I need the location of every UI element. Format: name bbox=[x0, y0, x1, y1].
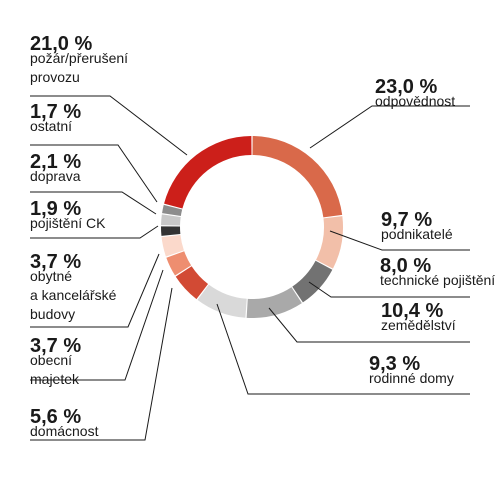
value-label-ostatni: 1,7 % bbox=[30, 101, 81, 123]
label-rodinne-domy: 9,3 %rodinné domy bbox=[216, 303, 470, 395]
value-label-technicke-pojisteni: 8,0 % bbox=[380, 255, 431, 277]
category-label-pozar-preruseni-provozu: požár/přerušení bbox=[30, 50, 128, 66]
category-label-obytne-a-kancelarske-budovy: a kancelářské bbox=[30, 287, 117, 303]
category-label-domacnost: domácnost bbox=[30, 423, 99, 439]
leader-line-obytne-a-kancelarske-budovy bbox=[30, 253, 160, 328]
slice-pozar-preruseni-provozu bbox=[164, 136, 252, 209]
value-label-rodinne-domy: 9,3 % bbox=[369, 353, 420, 375]
label-pojisteni-ck: 1,9 %pojištění CK bbox=[30, 198, 159, 239]
label-ostatni: 1,7 %ostatní bbox=[30, 101, 158, 203]
label-doprava: 2,1 %doprava bbox=[30, 151, 157, 215]
value-label-obecni-majetek: 3,7 % bbox=[30, 335, 81, 357]
value-label-odpovednost: 23,0 % bbox=[375, 76, 437, 98]
category-label-obytne-a-kancelarske-budovy: obytné bbox=[30, 268, 72, 284]
category-label-zemedelstvi: zemědělství bbox=[381, 317, 456, 333]
leader-line-domacnost bbox=[30, 287, 173, 441]
leader-line-technicke-pojisteni bbox=[308, 281, 470, 298]
leader-line-pojisteni-ck bbox=[30, 225, 159, 239]
value-label-doprava: 2,1 % bbox=[30, 151, 81, 173]
slice-odpovednost bbox=[252, 136, 343, 218]
label-podnikatele: 9,7 %podnikatelé bbox=[329, 209, 470, 251]
category-label-pozar-preruseni-provozu: provozu bbox=[30, 69, 80, 85]
value-label-podnikatele: 9,7 % bbox=[381, 209, 432, 231]
slice-obecni-majetek bbox=[166, 251, 192, 276]
slice-rodinne-domy bbox=[197, 284, 247, 318]
slice-obytne-a-kancelarske-budovy bbox=[161, 235, 184, 257]
leader-line-pozar-preruseni-provozu bbox=[30, 95, 188, 156]
category-label-odpovednost: odpovědnost bbox=[375, 93, 455, 109]
leader-line-podnikatele bbox=[329, 230, 470, 251]
slice-doprava bbox=[161, 214, 181, 226]
value-label-pozar-preruseni-provozu: 21,0 % bbox=[30, 33, 92, 55]
donut-slices bbox=[161, 136, 343, 318]
value-label-obytne-a-kancelarske-budovy: 3,7 % bbox=[30, 251, 81, 273]
category-label-obecni-majetek: obecní bbox=[30, 352, 72, 368]
slice-ostatni bbox=[162, 204, 183, 217]
slice-pojisteni-ck bbox=[161, 226, 181, 236]
slice-zemedelstvi bbox=[246, 287, 302, 318]
category-label-obecni-majetek: majetek bbox=[30, 371, 80, 387]
slice-podnikatele bbox=[316, 216, 343, 269]
category-label-rodinne-domy: rodinné domy bbox=[369, 370, 454, 386]
category-label-podnikatele: podnikatelé bbox=[381, 226, 453, 242]
value-label-domacnost: 5,6 % bbox=[30, 406, 81, 428]
slice-technicke-pojisteni bbox=[292, 260, 333, 303]
label-obytne-a-kancelarske-budovy: 3,7 %obytné a kancelářské budovy bbox=[30, 251, 160, 328]
label-pozar-preruseni-provozu: 21,0 %požár/přerušení provozu bbox=[30, 33, 188, 156]
value-label-zemedelstvi: 10,4 % bbox=[381, 300, 443, 322]
category-label-technicke-pojisteni: technické pojištění bbox=[380, 272, 495, 288]
label-zemedelstvi: 10,4 %zemědělství bbox=[268, 300, 470, 343]
slice-domacnost bbox=[175, 266, 209, 300]
leader-line-zemedelstvi bbox=[268, 307, 470, 343]
label-odpovednost: 23,0 %odpovědnost bbox=[309, 76, 470, 149]
category-label-ostatni: ostatní bbox=[30, 118, 72, 134]
leader-line-odpovednost bbox=[309, 105, 470, 149]
category-label-pojisteni-ck: pojištění CK bbox=[30, 215, 106, 231]
category-label-obytne-a-kancelarske-budovy: budovy bbox=[30, 306, 75, 322]
leader-line-doprava bbox=[30, 191, 157, 215]
leader-line-obecni-majetek bbox=[30, 269, 164, 381]
category-label-doprava: doprava bbox=[30, 168, 81, 184]
leader-line-rodinne-domy bbox=[216, 303, 470, 395]
label-technicke-pojisteni: 8,0 %technické pojištění bbox=[308, 255, 495, 298]
label-domacnost: 5,6 %domácnost bbox=[30, 287, 173, 441]
leader-line-ostatni bbox=[30, 144, 158, 203]
value-label-pojisteni-ck: 1,9 % bbox=[30, 198, 81, 220]
label-obecni-majetek: 3,7 %obecní majetek bbox=[30, 269, 164, 387]
